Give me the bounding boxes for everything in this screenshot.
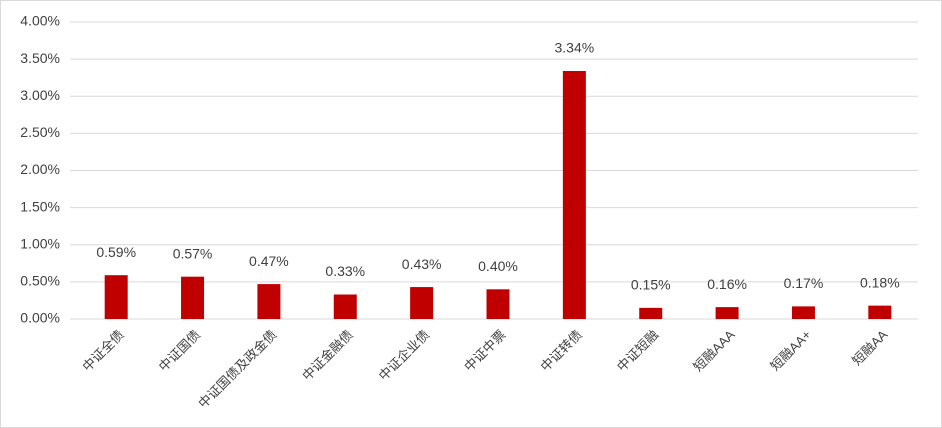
y-tick-label: 3.50% [20, 50, 60, 66]
bar [333, 294, 357, 319]
bar [562, 71, 586, 319]
bar [410, 287, 434, 319]
value-label: 0.16% [707, 276, 747, 292]
value-label: 0.17% [784, 275, 824, 291]
value-label: 0.15% [631, 277, 671, 293]
bar [104, 275, 128, 319]
bar [868, 305, 892, 319]
value-label: 0.47% [249, 253, 289, 269]
value-label: 0.59% [96, 244, 136, 260]
y-tick-label: 1.50% [20, 198, 60, 214]
y-tick-label: 2.00% [20, 161, 60, 177]
bar [181, 276, 205, 319]
y-tick-label: 1.00% [20, 235, 60, 251]
value-label: 0.43% [402, 256, 442, 272]
value-label: 0.57% [173, 245, 213, 261]
y-tick-label: 2.50% [20, 124, 60, 140]
value-label: 0.18% [860, 274, 900, 290]
bar [791, 306, 815, 319]
y-tick-label: 0.50% [20, 273, 60, 289]
bar [486, 289, 510, 319]
y-tick-label: 3.00% [20, 87, 60, 103]
bar [715, 307, 739, 319]
value-label: 3.34% [555, 40, 595, 56]
bar [257, 284, 281, 319]
value-label: 0.33% [325, 263, 365, 279]
value-label: 0.40% [478, 258, 518, 274]
bar [639, 307, 663, 319]
y-tick-label: 0.00% [20, 310, 60, 326]
y-tick-label: 4.00% [20, 13, 60, 29]
